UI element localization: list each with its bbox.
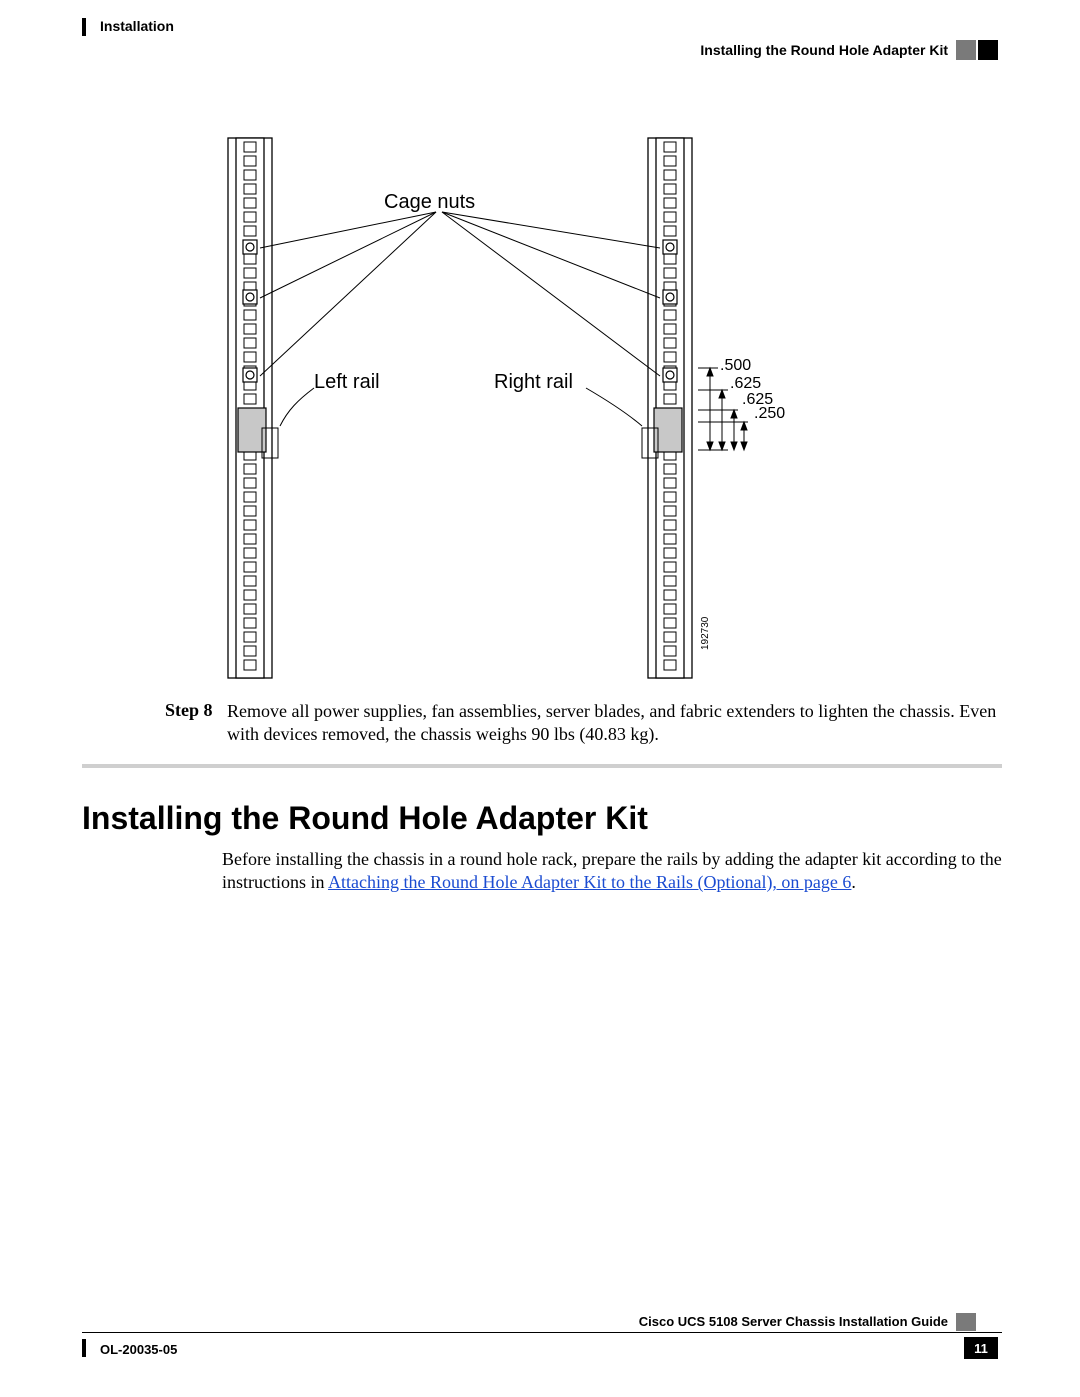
page: Installation Installing the Round Hole A… bbox=[0, 0, 1080, 1397]
footer-guide-title: Cisco UCS 5108 Server Chassis Installati… bbox=[639, 1314, 948, 1329]
dim-1: .500 bbox=[720, 357, 751, 374]
footer-left-bar bbox=[82, 1339, 86, 1357]
footer-box bbox=[956, 1313, 976, 1331]
footer-rule bbox=[82, 1332, 1002, 1333]
dim-4: .250 bbox=[754, 405, 785, 422]
footer-doc-id: OL-20035-05 bbox=[100, 1342, 177, 1357]
header-right: Installing the Round Hole Adapter Kit bbox=[700, 42, 948, 58]
section-divider bbox=[82, 764, 1002, 768]
rail-diagram-svg: Cage nuts Left rail Right rail .500 .625… bbox=[218, 130, 798, 690]
footer-page-number: 11 bbox=[964, 1337, 998, 1359]
header-left-bar bbox=[82, 18, 86, 36]
figure-id: 192730 bbox=[700, 616, 711, 650]
adapter-kit-link[interactable]: Attaching the Round Hole Adapter Kit to … bbox=[328, 872, 851, 892]
label-cage-nuts: Cage nuts bbox=[384, 191, 475, 213]
step-row: Step 8 Remove all power supplies, fan as… bbox=[165, 700, 1007, 747]
step-text: Remove all power supplies, fan assemblie… bbox=[227, 700, 1007, 747]
section-body: Before installing the chassis in a round… bbox=[222, 848, 1012, 895]
dim-2: .625 bbox=[730, 375, 761, 392]
section-body-post: . bbox=[851, 872, 856, 892]
rail-diagram: Cage nuts Left rail Right rail .500 .625… bbox=[218, 130, 798, 690]
header-left: Installation bbox=[100, 18, 174, 34]
label-left-rail: Left rail bbox=[314, 371, 380, 393]
section-heading: Installing the Round Hole Adapter Kit bbox=[82, 800, 648, 837]
header-box-light bbox=[956, 40, 976, 60]
label-right-rail: Right rail bbox=[494, 371, 573, 393]
header-box-dark bbox=[978, 40, 998, 60]
step-label: Step 8 bbox=[165, 700, 227, 721]
